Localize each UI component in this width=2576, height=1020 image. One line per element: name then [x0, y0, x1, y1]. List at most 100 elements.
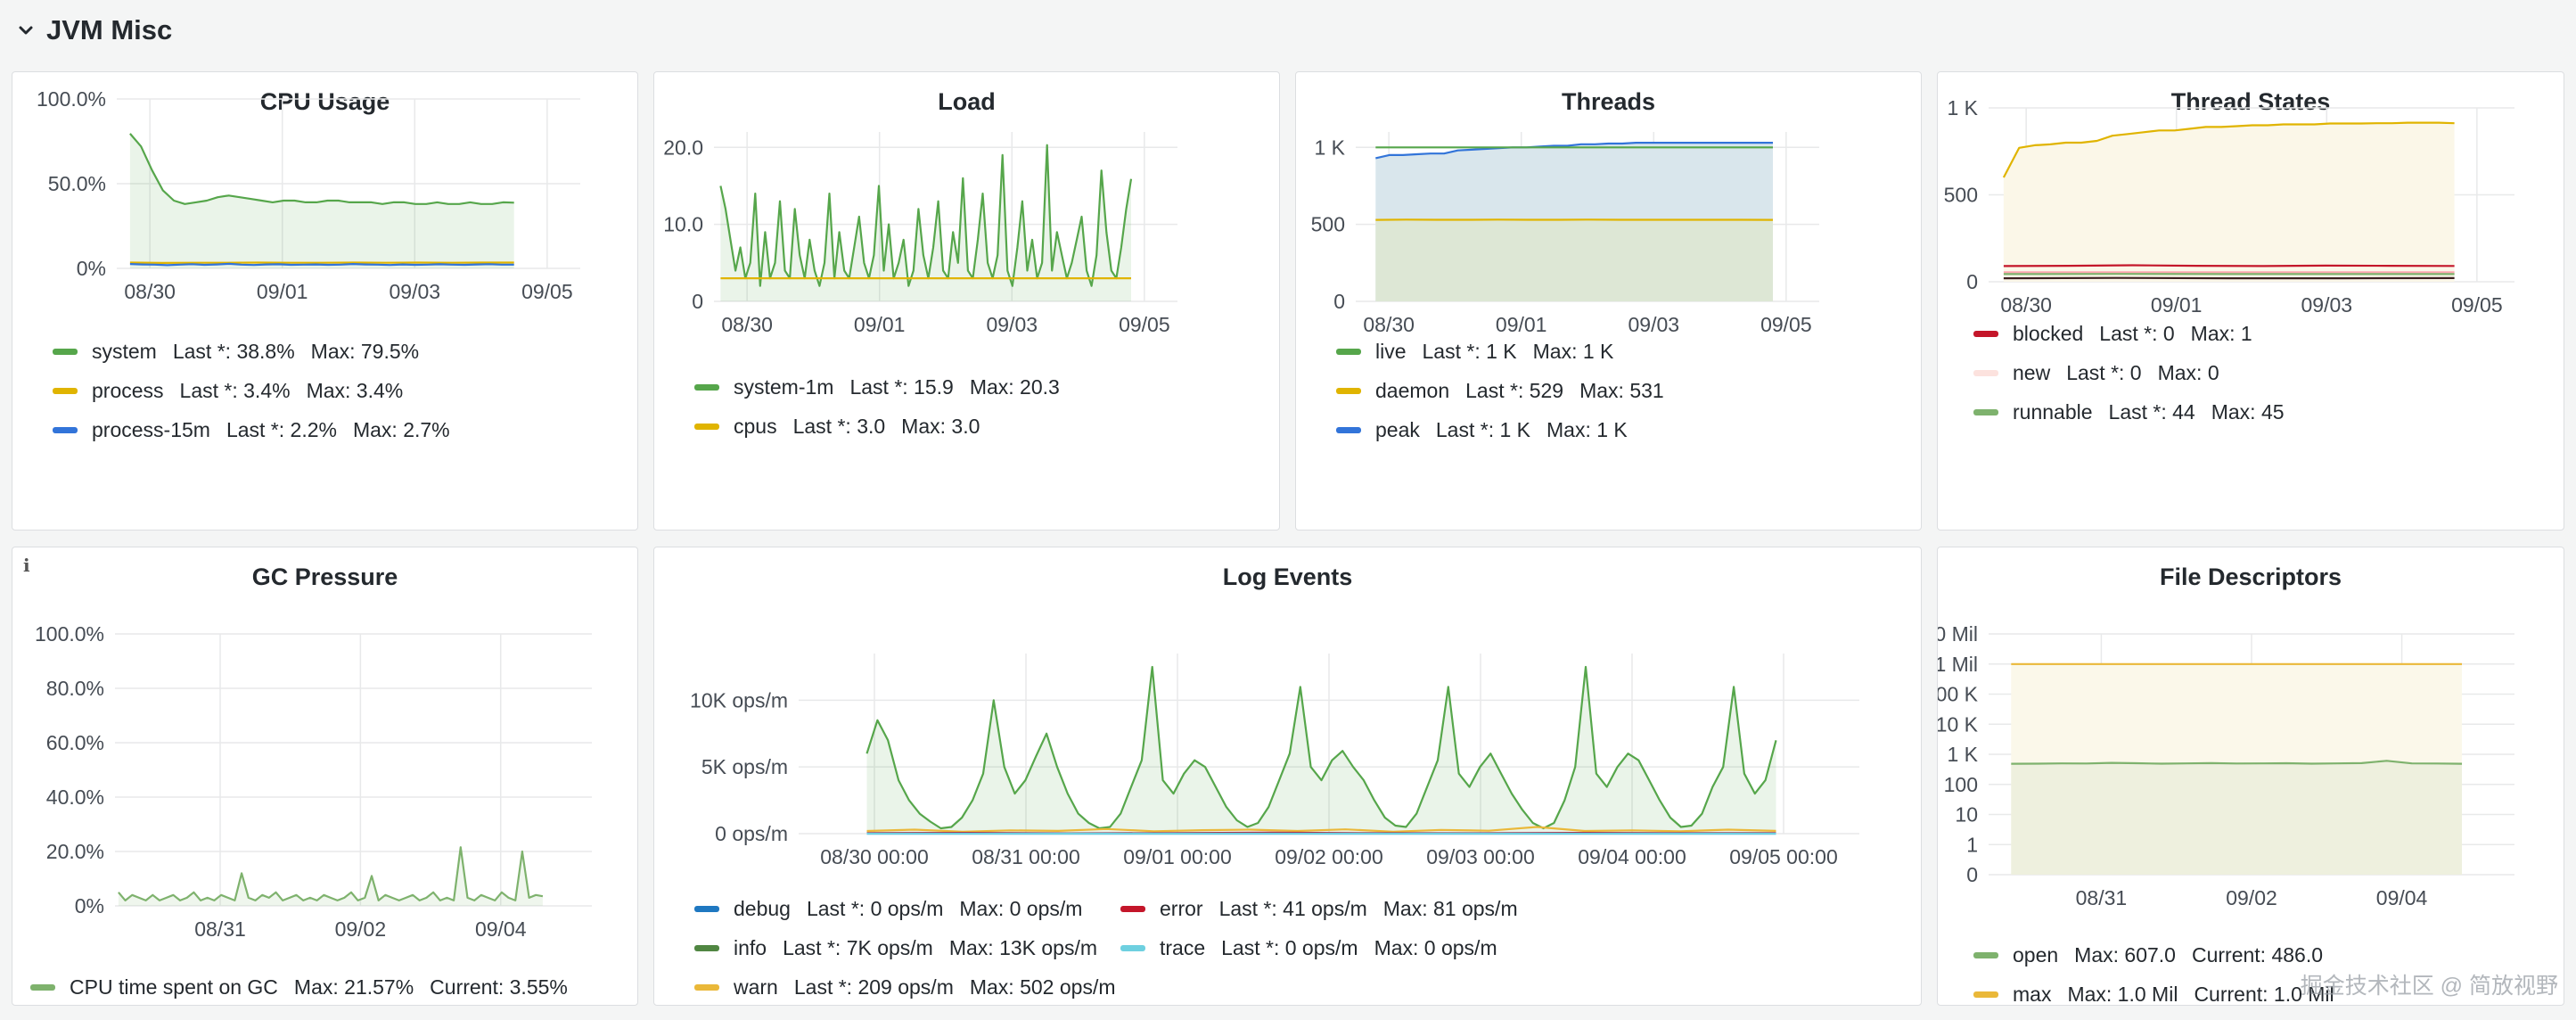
y-tick-label: 10K ops/m [690, 688, 788, 712]
legend-item[interactable]: peak Last *: 1 K Max: 1 K [1336, 418, 1644, 442]
legend-stat: Max: 502 ops/m [969, 975, 1116, 999]
legend-item[interactable]: max Max: 1.0 Mil Current: 1.0 Mil [1973, 983, 2350, 1006]
legend-series-name[interactable]: blocked [2013, 322, 2084, 345]
panel-thread-states[interactable]: Thread States 1 K 500 0 08/30 09/01 09/03 09/05… [1937, 71, 2564, 531]
panel-threads[interactable]: Threads 1 K 500 0 08/30 09/01 09/03 09/05 live La… [1295, 71, 1922, 531]
series-line-system [129, 133, 514, 205]
series-line-process-15m [129, 262, 514, 267]
panel-title[interactable]: Log Events [1222, 563, 1353, 590]
legend-stat: Max: 0 ops/m [1374, 936, 1497, 959]
panel-title[interactable]: Threads [1561, 88, 1656, 115]
legend-item[interactable]: CPU time spent on GC Max: 21.57% Current: … [30, 975, 584, 999]
legend-swatch [1973, 331, 1998, 337]
panel-title[interactable]: File Descriptors [2159, 563, 2342, 590]
series-area-system [129, 133, 514, 268]
legend-series-name[interactable]: max [2013, 983, 2052, 1006]
legend-stat: Last *: 15.9 [849, 375, 954, 399]
legend-series-name[interactable]: daemon [1375, 379, 1450, 402]
y-tick-label: 0 [692, 290, 703, 313]
legend-series-name[interactable]: runnable [2013, 400, 2093, 424]
panel-title[interactable]: GC Pressure [251, 563, 398, 590]
legend-stat: Last *: 38.8% [172, 340, 295, 363]
legend-item[interactable]: system-1m Last *: 15.9 Max: 20.3 [694, 375, 1076, 399]
legend-swatch [53, 349, 78, 355]
legend-item[interactable]: live Last *: 1 K Max: 1 K [1336, 340, 1629, 364]
panel-load[interactable]: Load 20.0 10.0 0 08/30 09/01 09/03 09/05 system-… [653, 71, 1280, 531]
legend-series-name[interactable]: error [1160, 897, 1203, 920]
legend-item[interactable]: debug Last *: 0 ops/m Max: 0 ops/m [694, 897, 1098, 921]
legend-series-name[interactable]: system-1m [734, 375, 834, 399]
y-tick-label: 20.0% [46, 840, 104, 863]
y-tick-label: 20.0 [663, 136, 703, 159]
legend-series-name[interactable]: live [1375, 340, 1407, 363]
legend-item[interactable]: cpus Last *: 3.0 Max: 3.0 [694, 415, 996, 439]
legend-stat: Max: 1 K [1546, 418, 1628, 441]
legend-item[interactable]: blocked Last *: 0 Max: 1 [1973, 322, 2268, 346]
legend-series-name[interactable]: warn [734, 975, 778, 999]
legend-series-name[interactable]: info [734, 936, 767, 959]
y-tick-label: 1 [1966, 833, 1978, 856]
legend-series-name[interactable]: CPU time spent on GC [70, 975, 278, 999]
series-line-system-1m [719, 144, 1133, 287]
legend-stat: Last *: 1 K [1435, 418, 1530, 441]
legend-item[interactable]: open Max: 607.0 Current: 486.0 [1973, 943, 2339, 967]
y-tick-label: 10 Mil [1937, 622, 1978, 646]
legend-item[interactable]: info Last *: 7K ops/m Max: 13K ops/m [694, 936, 1113, 960]
legend-stat: Last *: 41 ops/m [1218, 897, 1367, 920]
legend-swatch [1120, 906, 1145, 912]
row-header[interactable]: JVM Misc [16, 12, 172, 48]
legend-item[interactable]: process-15m Last *: 2.2% Max: 2.7% [53, 418, 466, 442]
chart-threads[interactable]: 1 K 500 0 08/30 09/01 09/03 09/05 [1296, 72, 1922, 531]
chart-thread-states[interactable]: 1 K 500 0 08/30 09/01 09/03 09/05 [1938, 72, 2564, 531]
x-tick-label: 09/01 [257, 280, 308, 303]
legend-stat: Current: 486.0 [2191, 943, 2323, 967]
chevron-down-icon[interactable] [16, 21, 36, 40]
legend-item[interactable]: warn Last *: 209 ops/m Max: 502 ops/m [694, 975, 1132, 999]
x-tick-label: 09/01 [2151, 293, 2203, 317]
chart-cpu[interactable]: 100.0% 50.0% 0% 08/30 09/01 09/03 09/05 [12, 72, 638, 531]
series-line-peak [1375, 142, 1773, 160]
panel-file-descriptors[interactable]: File Descriptors 10 Mil 1 Mil 100 K 10 K 1 K 1… [1937, 547, 2564, 1006]
legend-stat: Last *: 44 [2108, 400, 2195, 424]
legend-item[interactable]: system Last *: 38.8% Max: 79.5% [53, 340, 435, 364]
legend-item[interactable]: runnable Last *: 44 Max: 45 [1973, 400, 2301, 424]
legend-stat: Max: 1 K [1532, 340, 1614, 363]
legend-stat: Last *: 7K ops/m [783, 936, 933, 959]
legend-series-name[interactable]: process-15m [92, 418, 210, 441]
legend-series-name[interactable]: open [2013, 943, 2059, 967]
legend-item[interactable]: error Last *: 41 ops/m Max: 81 ops/m [1120, 897, 1534, 921]
x-tick-label: 08/30 00:00 [820, 845, 929, 868]
panel-title[interactable]: Load [938, 88, 996, 115]
legend-stat: Last *: 2.2% [226, 418, 337, 441]
x-tick-label: 08/31 [194, 917, 246, 941]
chart-log-events[interactable]: 10K ops/m 5K ops/m 0 ops/m 08/30 00:00 08/31… [654, 547, 1922, 1006]
legend-series-name[interactable]: trace [1160, 936, 1206, 959]
legend-item[interactable]: daemon Last *: 529 Max: 531 [1336, 379, 1680, 403]
legend-item[interactable]: trace Last *: 0 ops/m Max: 0 ops/m [1120, 936, 1514, 960]
panel-gc-pressure[interactable]: GC Pressure i 100.0% 80.0% 60.0% 40.0% 20.0% 0%… [12, 547, 638, 1006]
chart-load[interactable]: 20.0 10.0 0 08/30 09/01 09/03 09/05 [654, 72, 1280, 531]
panel-title[interactable]: Thread States [2170, 88, 2331, 115]
legend-series-name[interactable]: new [2013, 361, 2051, 384]
legend-series-name[interactable]: system [92, 340, 157, 363]
info-icon[interactable]: i [23, 555, 30, 576]
legend-series-name[interactable]: peak [1375, 418, 1420, 441]
legend-series-name[interactable]: process [92, 379, 164, 402]
legend-series-name[interactable]: cpus [734, 415, 777, 438]
x-tick-label: 09/02 00:00 [1275, 845, 1383, 868]
y-tick-label: 1 K [1947, 96, 1978, 119]
legend-stat: Max: 0 [2157, 361, 2219, 384]
x-tick-label: 09/04 [2376, 886, 2428, 909]
y-tick-label: 50.0% [48, 172, 106, 195]
row-title: JVM Misc [46, 14, 173, 45]
legend-item[interactable]: process Last *: 3.4% Max: 3.4% [53, 379, 419, 403]
chart-gc-pressure[interactable]: 100.0% 80.0% 60.0% 40.0% 20.0% 0% 08/31 09/02 09… [12, 547, 638, 1006]
legend-series-name[interactable]: debug [734, 897, 791, 920]
legend-swatch [1973, 991, 1998, 998]
legend-item[interactable]: new Last *: 0 Max: 0 [1973, 361, 2236, 385]
panel-log-events[interactable]: Log Events 10K ops/m 5K ops/m 0 ops/m 08/30 … [653, 547, 1922, 1006]
legend-stat: Max: 0 ops/m [959, 897, 1083, 920]
legend-stat: Current: 1.0 Mil [2194, 983, 2334, 1006]
panel-cpu[interactable]: CPU Usage 100.0% 50.0% 0% 08/30 09/01 09/03 09/… [12, 71, 638, 531]
